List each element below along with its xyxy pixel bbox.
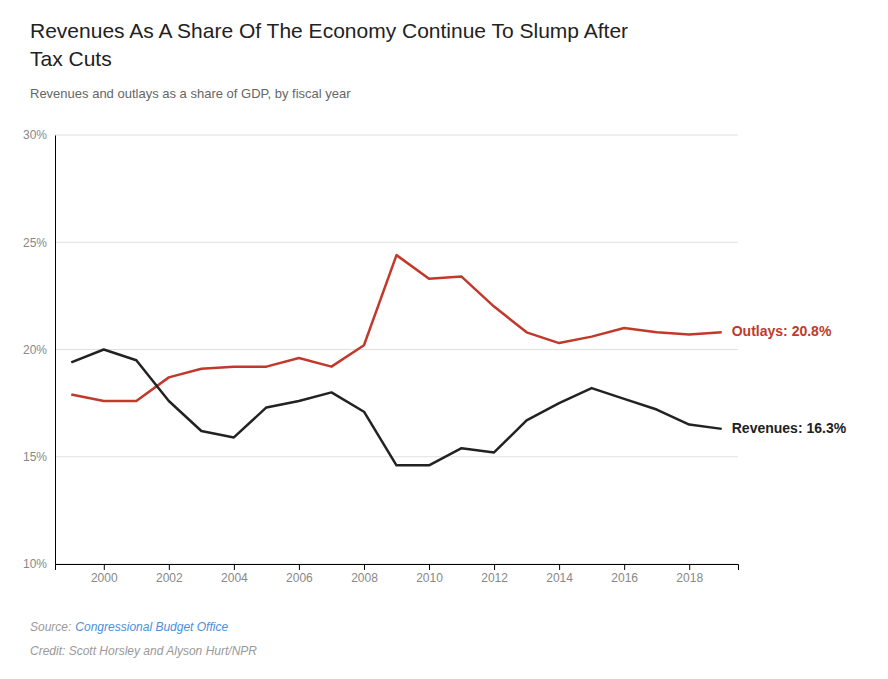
x-tick: 2018	[676, 564, 703, 585]
x-tick-mark	[169, 564, 170, 570]
x-tick-label: 2010	[416, 571, 443, 585]
title: Revenues As A Share Of The Economy Conti…	[30, 19, 628, 42]
x-tick: 2004	[221, 564, 248, 585]
x-tick: 2000	[91, 564, 118, 585]
y-tick-label: 20%	[23, 343, 47, 357]
x-tick: 2014	[546, 564, 573, 585]
title: Tax Cuts	[30, 47, 112, 70]
line	[71, 350, 721, 466]
y-tick: 20%	[23, 343, 55, 357]
y-tick-label: 30%	[23, 128, 47, 142]
y-tick-label: 25%	[23, 236, 47, 250]
subtitle: Revenues and outlays as a share of GDP, …	[30, 86, 351, 101]
annotation: Revenues: 16.3%	[732, 420, 847, 436]
y-tick: 30%	[23, 128, 55, 142]
x-tick-mark	[559, 564, 560, 570]
x-tick: 2010	[416, 564, 443, 585]
grid-line	[55, 135, 738, 136]
x-tick-label: 2004	[221, 571, 248, 585]
x-tick: 2016	[611, 564, 638, 585]
x-tick: 2012	[481, 564, 508, 585]
y-tick-label: 15%	[23, 450, 47, 464]
grid	[55, 135, 738, 564]
y-tick: 25%	[23, 236, 55, 250]
x-tick: 2002	[156, 564, 183, 585]
x-tick-mark	[234, 564, 235, 570]
x-tick-label: 2018	[676, 571, 703, 585]
x-tick: 2008	[351, 564, 378, 585]
x-tick-mark	[104, 564, 105, 570]
y-axis-line	[55, 136, 56, 565]
x-axis: 2000 2002 2004 2006 2008 2010 2012 2014 2016 2018	[56, 564, 739, 585]
source: Source: Congressional Budget Office	[30, 620, 228, 634]
x-tick-mark	[624, 564, 625, 570]
line	[71, 255, 721, 401]
source-link: Congressional Budget Office	[75, 620, 228, 634]
annotation: Outlays: 20.8%	[732, 323, 832, 339]
x-tick-mark	[299, 564, 300, 570]
x-axis-line	[56, 565, 739, 571]
x-tick-label: 2012	[481, 571, 508, 585]
x-tick-label: 2008	[351, 571, 378, 585]
annotations: Outlays: 20.8% Revenues: 16.3%	[732, 323, 847, 436]
y-tick: 10%	[23, 557, 55, 571]
x-tick-mark	[429, 564, 430, 570]
credit: Credit: Scott Horsley and Alyson Hurt/NP…	[30, 644, 257, 658]
x-tick-label: 2006	[286, 571, 313, 585]
x-tick-mark	[364, 564, 365, 570]
x-tick-mark	[689, 564, 690, 570]
grid-line	[55, 349, 738, 350]
y-axis: 10% 15% 20% 25% 30%	[23, 128, 56, 571]
x-tick-label: 2014	[546, 571, 573, 585]
x-tick: 2006	[286, 564, 313, 585]
y-tick: 15%	[23, 450, 55, 464]
x-tick-mark	[494, 564, 495, 570]
source-label: Source:	[30, 620, 71, 634]
chart: Revenues As A Share Of The Economy Conti…	[0, 0, 888, 679]
y-tick-label: 10%	[23, 557, 47, 571]
grid-line	[55, 242, 738, 243]
grid-line	[55, 456, 738, 457]
plot-area	[71, 255, 721, 465]
x-tick-label: 2000	[91, 571, 118, 585]
x-tick-label: 2016	[611, 571, 638, 585]
x-tick-label: 2002	[156, 571, 183, 585]
